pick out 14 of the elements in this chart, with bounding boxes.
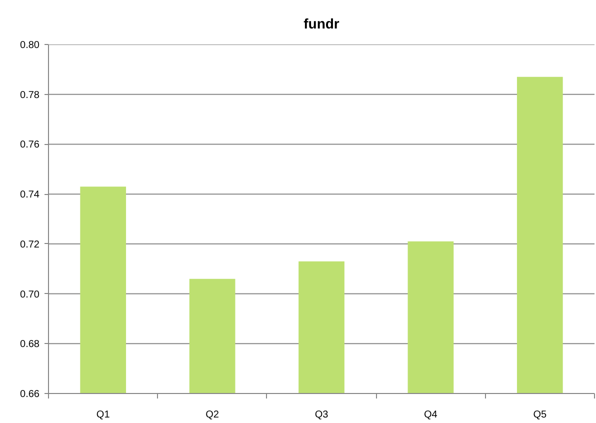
- chart-title: fundr: [304, 16, 340, 32]
- y-tick-label: 0.78: [20, 90, 40, 101]
- x-tick-label: Q5: [533, 410, 548, 420]
- y-tick-label: 0.72: [20, 239, 40, 250]
- y-tick-label: 0.76: [20, 140, 40, 151]
- y-tick-label: 0.80: [20, 40, 40, 51]
- y-tick-label: 0.68: [20, 339, 40, 350]
- x-tick-label: Q1: [96, 410, 110, 420]
- y-tick-label: 0.70: [20, 289, 40, 300]
- x-tick-label: Q2: [206, 410, 220, 420]
- x-tick-label: Q4: [424, 410, 438, 420]
- y-tick-label: 0.66: [20, 389, 40, 400]
- x-tick-label: Q3: [314, 410, 329, 420]
- y-tick-label: 0.74: [20, 190, 40, 201]
